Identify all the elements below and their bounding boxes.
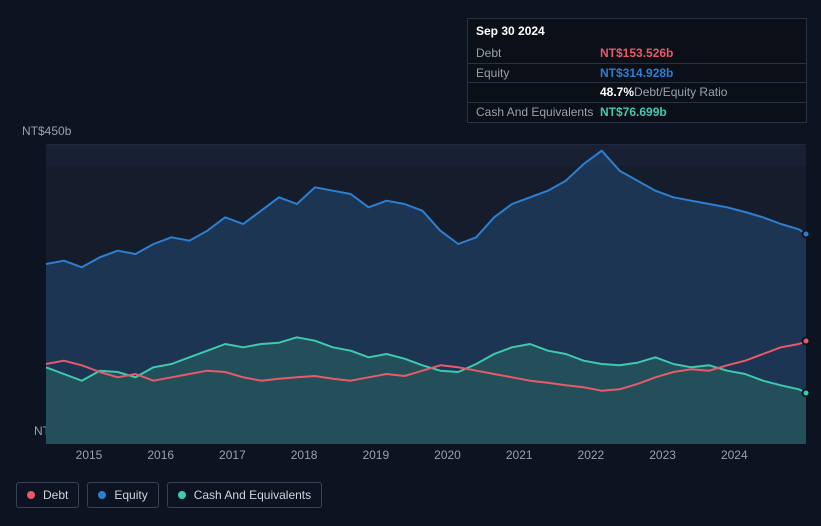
x-axis-tick-label: 2019 bbox=[362, 448, 389, 462]
tooltip-row: 48.7% Debt/Equity Ratio bbox=[468, 82, 806, 102]
tooltip-row-label: Cash And Equivalents bbox=[476, 104, 600, 121]
x-axis-tick-label: 2023 bbox=[649, 448, 676, 462]
tooltip-row: DebtNT$153.526b bbox=[468, 41, 806, 63]
legend-dot-icon bbox=[178, 491, 186, 499]
tooltip-row-value: 48.7% bbox=[600, 84, 634, 101]
x-axis-tick-label: 2016 bbox=[147, 448, 174, 462]
series-end-marker-equity bbox=[802, 230, 811, 239]
tooltip-row-value: NT$153.526b bbox=[600, 45, 673, 62]
tooltip-row-label bbox=[476, 84, 600, 101]
legend-item-cash-and-equivalents[interactable]: Cash And Equivalents bbox=[167, 482, 322, 508]
legend-item-label: Debt bbox=[43, 488, 68, 502]
x-axis-tick-label: 2022 bbox=[578, 448, 605, 462]
x-axis-tick-label: 2015 bbox=[76, 448, 103, 462]
legend-item-debt[interactable]: Debt bbox=[16, 482, 79, 508]
tooltip-date: Sep 30 2024 bbox=[476, 23, 545, 40]
legend-dot-icon bbox=[27, 491, 35, 499]
tooltip-row: EquityNT$314.928b bbox=[468, 63, 806, 83]
tooltip-row: Cash And EquivalentsNT$76.699b bbox=[468, 102, 806, 122]
series-end-marker-debt bbox=[802, 337, 811, 346]
chart-svg bbox=[16, 144, 806, 444]
legend-dot-icon bbox=[98, 491, 106, 499]
tooltip-row-label: Debt bbox=[476, 45, 600, 62]
tooltip-row-value: NT$76.699b bbox=[600, 104, 667, 121]
chart-tooltip: Sep 30 2024 DebtNT$153.526bEquityNT$314.… bbox=[467, 18, 807, 123]
x-axis-tick-label: 2017 bbox=[219, 448, 246, 462]
legend-item-label: Cash And Equivalents bbox=[194, 488, 311, 502]
x-axis-tick-label: 2020 bbox=[434, 448, 461, 462]
y-axis-label-max: NT$450b bbox=[22, 124, 71, 138]
x-axis-labels: 2015 2016 2017 2018 2019 2020 2021 2022 2023 2024 bbox=[16, 448, 806, 466]
legend-item-label: Equity bbox=[114, 488, 147, 502]
x-axis-tick-label: 2024 bbox=[721, 448, 748, 462]
x-axis-tick-label: 2018 bbox=[291, 448, 318, 462]
x-axis-tick-label: 2021 bbox=[506, 448, 533, 462]
chart-legend: Debt Equity Cash And Equivalents bbox=[16, 482, 322, 508]
series-end-marker-cash-and-equivalents bbox=[802, 388, 811, 397]
tooltip-row-label: Equity bbox=[476, 65, 600, 82]
legend-item-equity[interactable]: Equity bbox=[87, 482, 158, 508]
tooltip-row-suffix: Debt/Equity Ratio bbox=[634, 84, 727, 101]
chart-plot-area bbox=[16, 144, 806, 444]
tooltip-row-value: NT$314.928b bbox=[600, 65, 673, 82]
